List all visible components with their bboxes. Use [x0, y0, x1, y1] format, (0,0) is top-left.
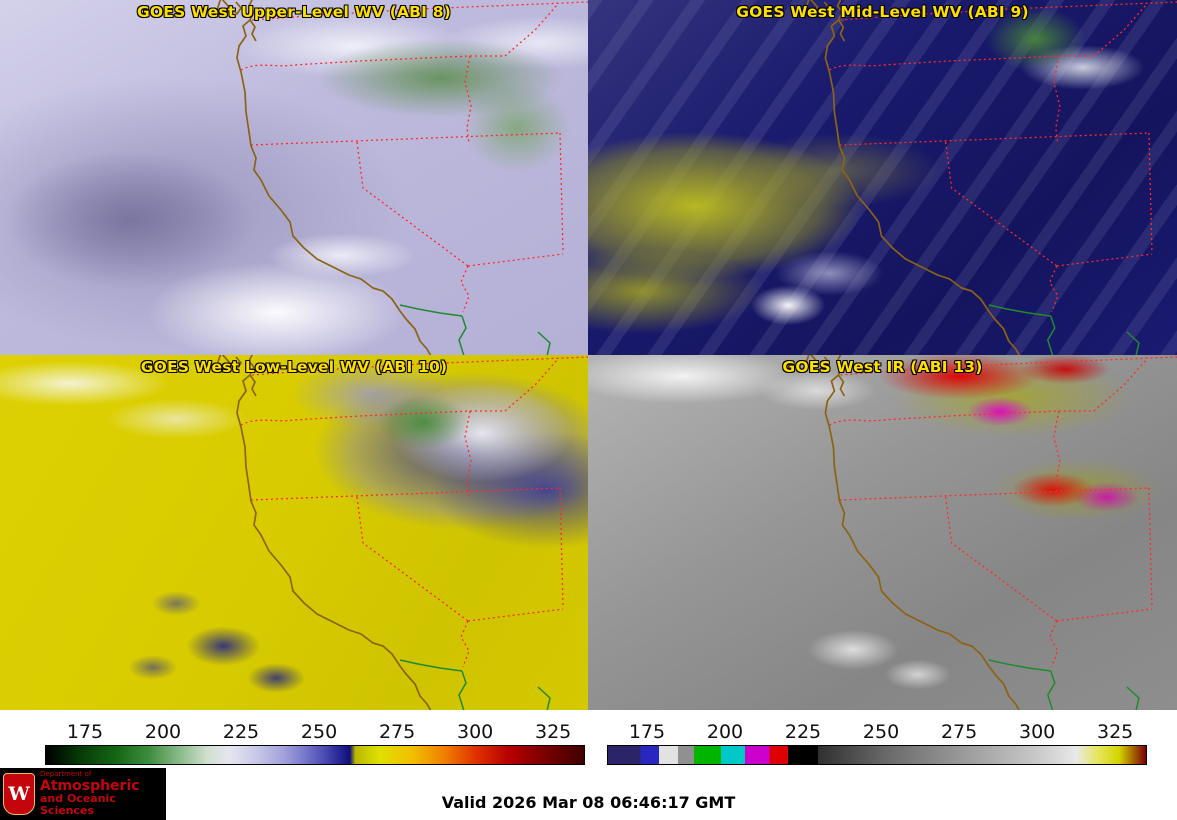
- valid-time-label: Valid 2026 Mar 08 06:46:17 GMT: [441, 793, 736, 812]
- satellite-imagery-abi9: [588, 0, 1177, 355]
- tick-label: 225: [784, 721, 822, 743]
- tick-label: 325: [534, 721, 572, 743]
- satellite-imagery-abi8: [0, 0, 588, 355]
- tick-label: 200: [144, 721, 182, 743]
- panel-ir: GOES West IR (ABI 13): [588, 355, 1177, 710]
- tick-label: 175: [66, 721, 104, 743]
- panel-title-abi9: GOES West Mid-Level WV (ABI 9): [736, 3, 1029, 21]
- tick-label: 300: [1018, 721, 1056, 743]
- uw-aos-logo: W Department of Atmospheric and Oceanic …: [0, 768, 166, 820]
- satellite-quad-grid: GOES West Upper-Level WV (ABI 8) GOES We…: [0, 0, 1177, 710]
- tick-label: 275: [378, 721, 416, 743]
- panel-upper-level-wv: GOES West Upper-Level WV (ABI 8): [0, 0, 588, 355]
- map-boundaries-overlay: [216, 355, 588, 710]
- tick-label: 225: [222, 721, 260, 743]
- panel-title-abi10: GOES West Low-Level WV (ABI 10): [140, 358, 448, 376]
- tick-label: 200: [706, 721, 744, 743]
- logo-dept-of: Department of: [40, 770, 92, 779]
- tick-label: 325: [1096, 721, 1134, 743]
- colorbar-gradient-wv: [45, 745, 585, 765]
- colorbar-tick-labels: 175 200 225 250 275 300 325: [45, 710, 585, 745]
- colorbar-gradient-ir: [607, 745, 1147, 765]
- panel-mid-level-wv: GOES West Mid-Level WV (ABI 9): [588, 0, 1177, 355]
- map-boundaries-overlay: [804, 355, 1177, 710]
- colorbar-infrared: 175 200 225 250 275 300 325: [607, 710, 1147, 768]
- map-boundaries-overlay: [216, 0, 588, 355]
- panel-low-level-wv: GOES West Low-Level WV (ABI 10): [0, 355, 588, 710]
- tick-label: 275: [940, 721, 978, 743]
- logo-text: Department of Atmospheric and Oceanic Sc…: [40, 770, 166, 818]
- panel-title-abi8: GOES West Upper-Level WV (ABI 8): [136, 3, 452, 21]
- colorbar-tick-labels: 175 200 225 250 275 300 325: [607, 710, 1147, 745]
- panel-title-abi13: GOES West IR (ABI 13): [782, 358, 983, 376]
- tick-label: 300: [456, 721, 494, 743]
- satellite-imagery-abi13: [588, 355, 1177, 710]
- logo-oceanic-sciences: and Oceanic Sciences: [40, 792, 116, 818]
- colorbar-water-vapor: 175 200 225 250 275 300 325: [45, 710, 585, 768]
- logo-atmospheric: Atmospheric: [40, 777, 140, 794]
- tick-label: 250: [300, 721, 338, 743]
- tick-label: 175: [628, 721, 666, 743]
- map-boundaries-overlay: [804, 0, 1177, 355]
- uw-crest-icon: W: [3, 773, 35, 815]
- tick-label: 250: [862, 721, 900, 743]
- satellite-imagery-abi10: [0, 355, 588, 710]
